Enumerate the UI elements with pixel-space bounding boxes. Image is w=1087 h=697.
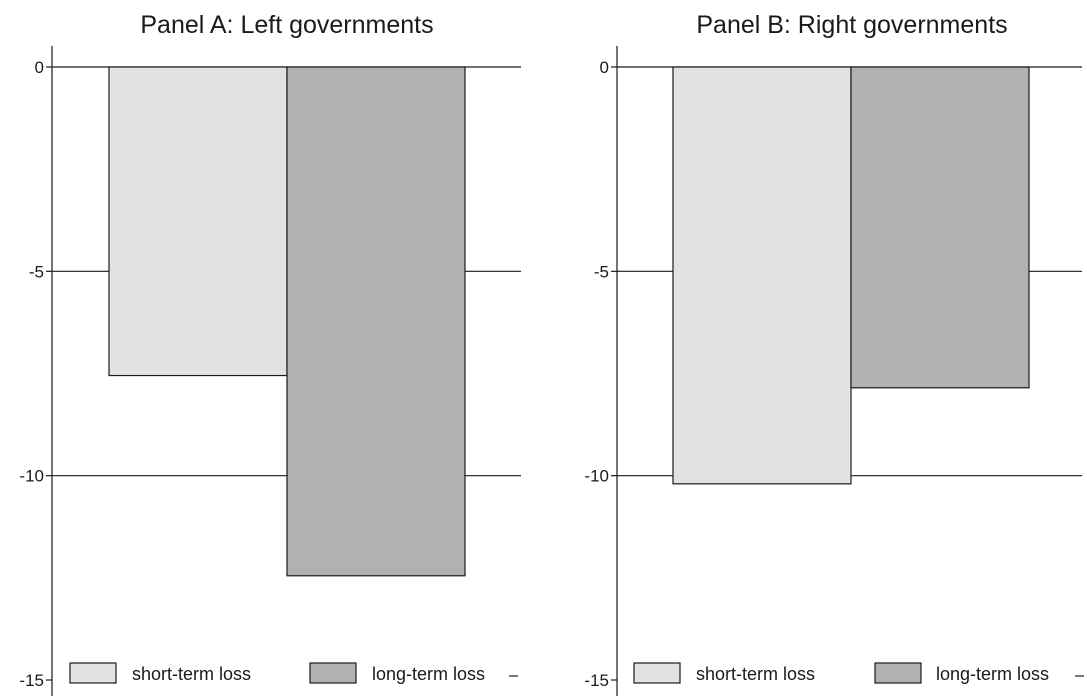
y-tick-label: -5 (29, 262, 44, 281)
bar-long-term-loss (286, 66, 466, 577)
legend-swatch (309, 662, 357, 684)
panel-title: Panel A: Left governments (140, 11, 433, 39)
bar-short-term-loss (672, 66, 852, 485)
legend-swatch (69, 662, 117, 684)
panel-b: 0 -5 -10 -15 Panel B: Right governments short… (584, 11, 1084, 696)
y-tick-label: 0 (600, 58, 609, 77)
y-tick-label: -15 (584, 671, 609, 690)
legend-label: long-term loss (372, 664, 485, 684)
bar-short-term-loss (108, 66, 288, 377)
y-tick-label: -5 (594, 262, 609, 281)
legend-label: short-term loss (132, 664, 251, 684)
panel-title: Panel B: Right governments (696, 11, 1007, 39)
legend-label: long-term loss (936, 664, 1049, 684)
panel-a: 0 -5 -10 -15 Panel A: Left governments short-… (19, 11, 521, 696)
legend-swatch (874, 662, 922, 684)
y-tick-label: -15 (19, 671, 44, 690)
legend-label: short-term loss (696, 664, 815, 684)
bar-long-term-loss (850, 66, 1030, 389)
legend-swatch (633, 662, 681, 684)
y-tick-label: 0 (35, 58, 44, 77)
y-tick-label: -10 (584, 467, 609, 486)
y-tick-label: -10 (19, 467, 44, 486)
